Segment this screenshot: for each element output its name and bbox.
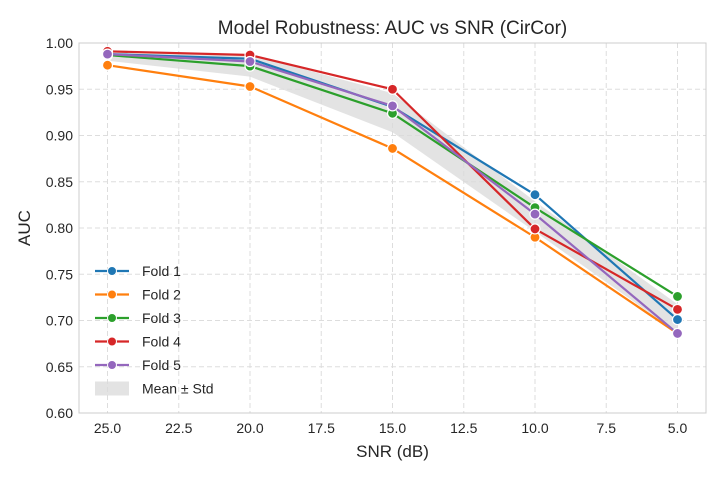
legend-item-band: Mean ± Std [95, 381, 214, 397]
legend-label: Fold 4 [142, 334, 181, 350]
data-point [244, 55, 256, 68]
x-tick-label: 20.0 [236, 420, 263, 436]
y-axis-ticks: 0.60 0.65 0.70 0.75 0.80 0.85 0.90 0.95 1.00 [46, 35, 73, 421]
legend-marker [107, 289, 117, 300]
y-tick-label: 0.60 [46, 405, 73, 421]
chart-title: Model Robustness: AUC vs SNR (CirCor) [218, 18, 567, 39]
data-point [244, 80, 256, 93]
data-point [529, 208, 541, 220]
legend-item: Fold 2 [95, 287, 181, 303]
series-fold-5 [101, 48, 684, 340]
legend-marker [107, 313, 117, 323]
legend-label: Mean ± Std [142, 381, 214, 397]
series-layer [101, 45, 684, 340]
x-axis-label: SNR (dB) [356, 442, 429, 461]
legend-marker [107, 336, 117, 347]
data-point [671, 313, 684, 326]
legend-item: Fold 4 [95, 334, 181, 350]
x-axis-ticks: 25.0 22.5 20.0 17.5 15.0 12.5 10.0 7.5 5.0 [94, 420, 688, 436]
y-axis-label: AUC [15, 210, 34, 246]
data-point [529, 223, 541, 235]
legend-item: Fold 1 [95, 263, 181, 279]
x-tick-label: 12.5 [450, 420, 477, 436]
legend-label: Fold 2 [142, 287, 181, 303]
legend-label: Fold 3 [142, 310, 181, 326]
data-point [386, 100, 399, 112]
data-point [386, 142, 399, 155]
y-tick-label: 0.70 [46, 313, 73, 329]
legend-marker [107, 266, 117, 276]
data-point [101, 48, 114, 60]
y-tick-label: 0.90 [46, 128, 73, 144]
y-tick-label: 0.75 [46, 266, 73, 282]
data-point [671, 303, 684, 315]
legend-label: Fold 5 [142, 357, 181, 373]
data-point [671, 290, 684, 303]
legend: Fold 1 Fold 2 Fold 3 Fold 4 Fold 5 Mean ± Std [95, 263, 214, 397]
x-tick-label: 15.0 [379, 420, 406, 436]
legend-item: Fold 5 [95, 357, 181, 373]
x-tick-label: 10.0 [521, 420, 548, 436]
y-tick-label: 0.95 [46, 81, 73, 97]
y-tick-label: 0.80 [46, 220, 73, 236]
data-point [101, 59, 114, 71]
legend-label: Fold 1 [142, 263, 181, 279]
legend-band-swatch [95, 381, 129, 396]
legend-item: Fold 3 [95, 310, 181, 326]
data-point [386, 83, 399, 95]
y-tick-label: 0.85 [46, 174, 73, 190]
y-tick-label: 1.00 [46, 35, 73, 51]
plot-frame [78, 42, 707, 414]
x-tick-label: 22.5 [165, 420, 192, 436]
legend-marker [107, 360, 117, 370]
data-point [529, 189, 541, 201]
data-point [671, 327, 684, 340]
x-tick-label: 7.5 [597, 420, 617, 436]
y-tick-label: 0.65 [46, 359, 73, 375]
x-tick-label: 17.5 [308, 420, 335, 436]
x-tick-label: 25.0 [94, 420, 121, 436]
x-tick-label: 5.0 [668, 420, 688, 436]
